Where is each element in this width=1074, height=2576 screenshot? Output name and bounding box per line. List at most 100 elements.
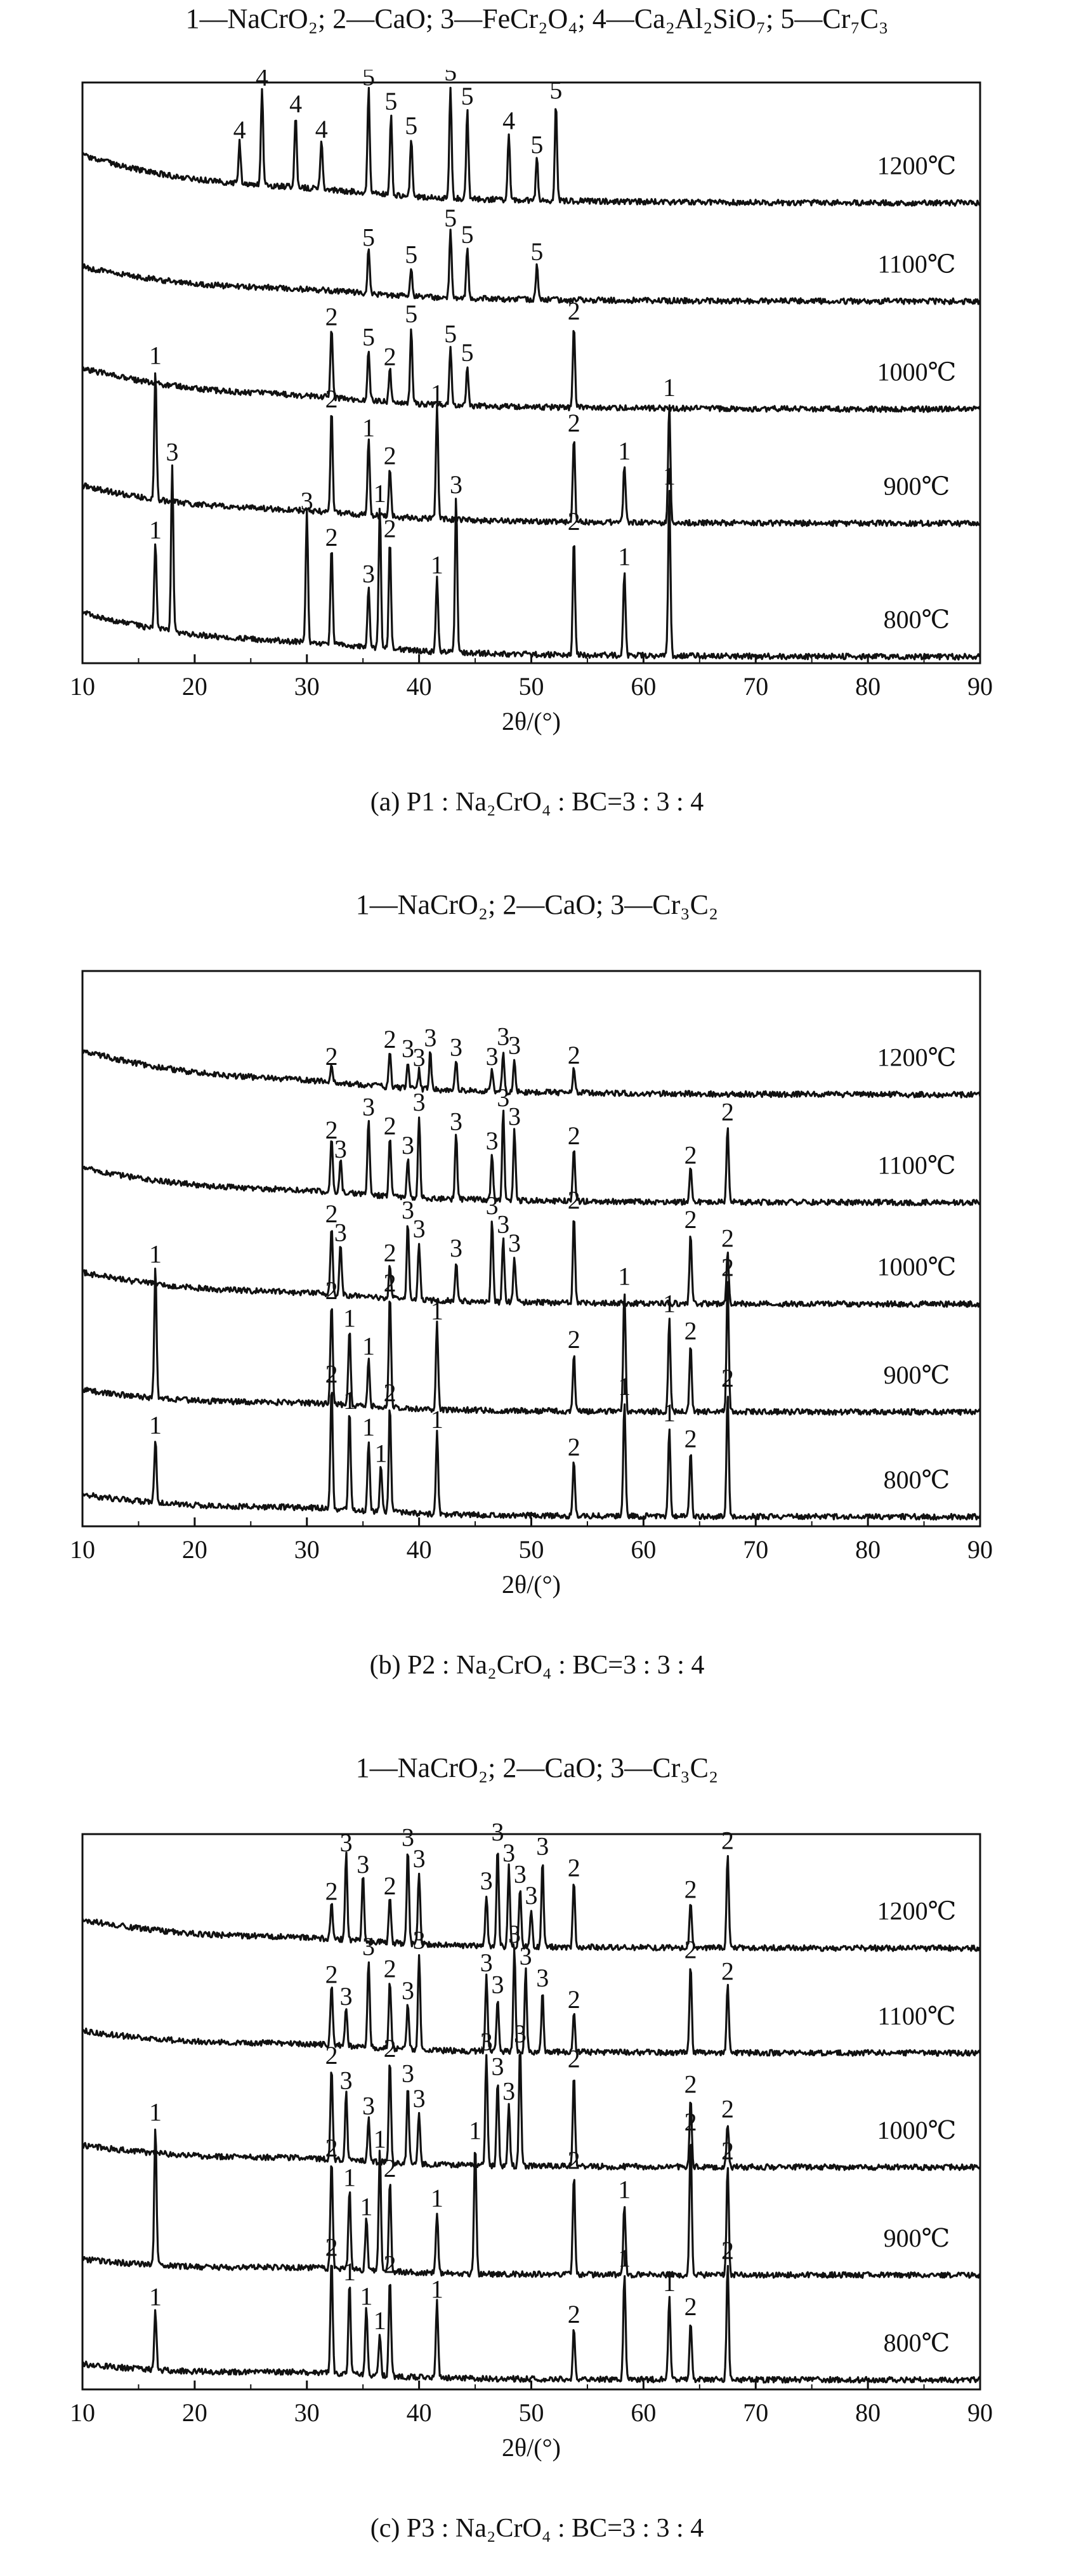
peak-label: 3 (362, 2091, 375, 2120)
xrd-pattern-line (81, 1048, 981, 1099)
peak-label: 3 (508, 1031, 521, 1060)
peak-label: 3 (362, 560, 375, 588)
peak-label: 2 (684, 1140, 697, 1169)
peak-label: 5 (461, 220, 474, 249)
peak-label: 3 (491, 1971, 504, 1999)
legend-c: 1—NaCrO₂; 2—CaO; 3—Cr₃C₂ (355, 1752, 719, 1783)
peak-label: 3 (424, 1023, 436, 1052)
peak-label: 1 (374, 2125, 386, 2153)
peak-label: 2 (384, 1269, 396, 1297)
peak-label: 2 (325, 523, 338, 552)
peak-label: 3 (402, 1823, 414, 1851)
peak-label: 1 (618, 1262, 631, 1290)
peak-label: 3 (334, 1219, 347, 1247)
legend-a: 1—NaCrO₂; 2—CaO; 3—FeCr₂O₄; 4—Ca₂Al₂SiO₇… (185, 3, 889, 34)
peak-label: 2 (684, 1424, 697, 1453)
temperature-label: 900℃ (884, 472, 950, 501)
x-tick-label: 10 (70, 672, 95, 701)
peak-label: 1 (663, 1398, 676, 1427)
peak-label: 2 (568, 2300, 580, 2328)
temperature-label: 1200℃ (877, 151, 957, 180)
caption-a: (a) P1 : Na₂CrO₄ : BC=3 : 3 : 4 (370, 788, 704, 817)
peak-label: 3 (357, 1850, 369, 1879)
peak-label: 1 (343, 2163, 356, 2191)
peak-label: 2 (325, 2041, 338, 2070)
x-tick-label: 60 (631, 1535, 656, 1564)
x-axis-title: 2θ/(°) (502, 707, 561, 736)
peak-label: 1 (149, 341, 162, 370)
peak-label: 3 (536, 1832, 549, 1861)
peak-label: 3 (525, 1881, 538, 1910)
x-tick-label: 80 (855, 2398, 881, 2427)
peak-label: 1 (431, 1297, 443, 1325)
peak-label: 5 (444, 319, 457, 348)
peak-label: 3 (491, 2052, 504, 2081)
x-tick-label: 20 (182, 672, 207, 701)
temperature-label: 1100℃ (877, 1151, 955, 1180)
peak-label: 1 (431, 380, 443, 408)
x-tick-label: 10 (70, 1535, 95, 1564)
x-axis-title: 2θ/(°) (502, 2433, 561, 2462)
peak-label: 2 (325, 1116, 338, 1144)
peak-label: 1 (431, 1405, 443, 1434)
xrd-pattern-line (81, 228, 981, 305)
peak-label: 5 (384, 87, 397, 116)
peak-label: 3 (450, 470, 462, 499)
peak-label: 3 (514, 2019, 527, 2048)
peak-label: 3 (480, 1948, 493, 1977)
peak-label: 4 (315, 115, 328, 143)
peak-label: 3 (497, 1022, 509, 1051)
peak-label: 2 (384, 1954, 396, 1983)
temperature-label: 1000℃ (877, 1253, 957, 1281)
peak-label: 1 (618, 2175, 631, 2203)
peak-label: 2 (568, 297, 580, 326)
peak-label: 3 (334, 1135, 347, 1163)
peak-label: 3 (486, 1126, 499, 1155)
peak-label: 1 (663, 2268, 676, 2297)
peak-label: 1 (149, 1239, 162, 1268)
peak-label: 1 (618, 2244, 631, 2273)
peak-label: 2 (721, 1826, 734, 1854)
temperature-label: 1200℃ (877, 1043, 957, 1072)
peak-label: 3 (502, 1839, 515, 1867)
xrd-pattern-line (81, 1267, 981, 1416)
peak-label: 1 (362, 413, 375, 442)
peak-label: 3 (480, 1866, 493, 1895)
peak-label: 5 (461, 82, 474, 110)
peak-label: 3 (166, 438, 179, 466)
peak-label: 3 (486, 1042, 499, 1071)
peak-label: 5 (530, 130, 543, 159)
peak-label: 1 (343, 2257, 356, 2286)
xrd-pattern-line (81, 2053, 981, 2171)
peak-label: 3 (362, 1932, 375, 1960)
peak-label: 2 (384, 514, 396, 543)
peak-label: 3 (413, 1043, 426, 1072)
peak-label: 3 (497, 1083, 509, 1112)
peak-label: 4 (233, 116, 246, 144)
peak-label: 1 (431, 550, 443, 579)
xrd-pattern-line (82, 1948, 981, 2057)
chart-panel-a: 10 20 30 40 50 60 70 80 902θ/(°)1200℃44445555545… (70, 70, 993, 736)
peak-label: 3 (301, 487, 313, 515)
peak-label: 2 (721, 1364, 734, 1392)
peak-label: 2 (325, 303, 338, 331)
temperature-label: 1000℃ (877, 358, 957, 386)
peak-label: 1 (469, 2116, 481, 2144)
peak-label: 2 (684, 2108, 697, 2136)
temperature-label: 1200℃ (877, 1897, 957, 1925)
peak-label: 3 (402, 2059, 414, 2088)
peak-label: 2 (568, 409, 580, 437)
peak-label: 1 (431, 2184, 443, 2212)
x-tick-label: 40 (407, 672, 432, 701)
peak-label: 5 (362, 70, 375, 91)
peak-label: 3 (402, 1976, 414, 2005)
x-tick-label: 50 (519, 2398, 544, 2427)
peak-label: 2 (325, 1199, 338, 1228)
x-tick-label: 40 (407, 1535, 432, 1564)
peak-label: 2 (325, 1359, 338, 1388)
x-tick-label: 70 (743, 1535, 768, 1564)
xrd-pattern-line (81, 1109, 981, 1206)
xrd-pattern-line (81, 372, 981, 527)
peak-label: 3 (508, 1229, 521, 1257)
peak-label: 1 (374, 1439, 387, 1467)
